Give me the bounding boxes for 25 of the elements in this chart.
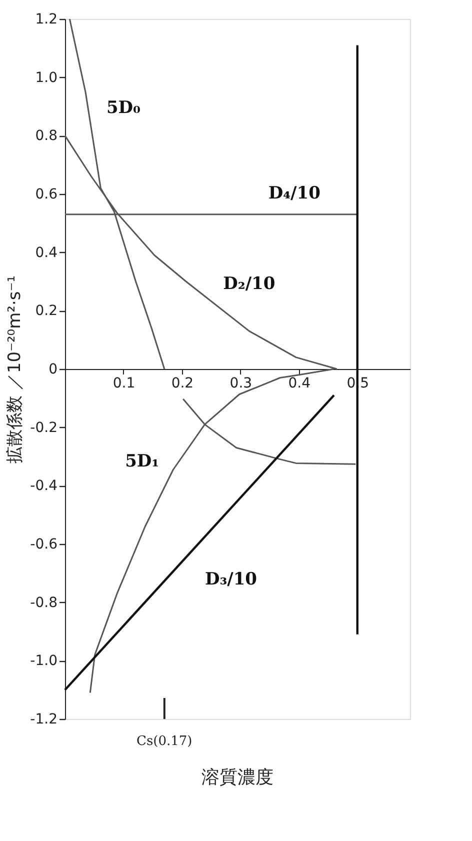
y-tick-label: 0.2: [35, 303, 58, 320]
y-tick-label: 0.4: [35, 244, 58, 261]
y-tick-label: 0: [48, 362, 58, 378]
y-tick-label: -1.0: [30, 653, 58, 670]
x-tick-label: 0.3: [230, 376, 252, 392]
x-tick-label: 0.1: [112, 376, 136, 392]
series-label: D₂/10: [223, 274, 276, 294]
ref-line-label: Cs(0.17): [136, 734, 192, 749]
y-tick-label: -0.8: [30, 594, 58, 611]
y-tick-label: -1.2: [30, 712, 58, 728]
series-label: D₄/10: [268, 183, 321, 204]
x-tick-label: 0.4: [288, 376, 311, 392]
y-tick-label: 1.2: [35, 12, 58, 28]
y-tick-label: 1.0: [35, 70, 58, 86]
x-tick-label: 0.2: [171, 376, 194, 392]
series-label: 5D₁: [125, 452, 160, 472]
y-tick-label: -0.6: [30, 536, 58, 552]
y-tick-label: 0.6: [35, 186, 58, 202]
y-axis-title: 拡散係数 ／10⁻²⁰m²·s⁻¹: [5, 275, 26, 464]
x-axis-title: 溶質濃度: [202, 767, 274, 788]
series-label: 5D₀: [106, 98, 140, 118]
y-tick-label: -0.2: [30, 420, 58, 436]
y-tick-label: 0.8: [35, 128, 58, 144]
series-label: D₃/10: [204, 569, 258, 590]
y-tick-label: -0.4: [30, 478, 58, 494]
